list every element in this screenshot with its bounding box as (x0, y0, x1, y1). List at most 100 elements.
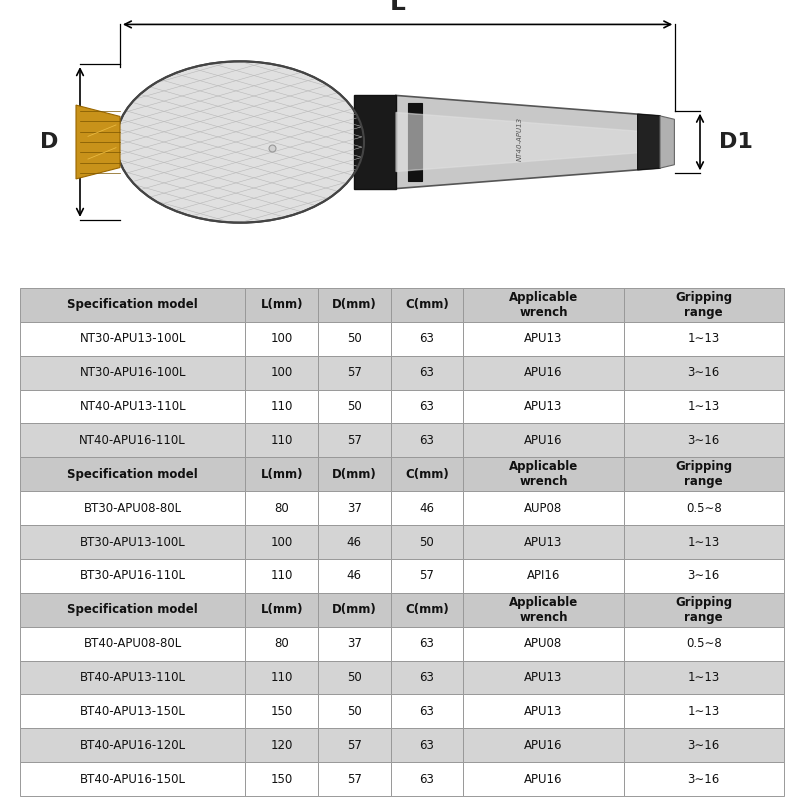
Text: 0.5∼8: 0.5∼8 (686, 637, 722, 650)
Text: 110: 110 (270, 400, 293, 413)
Bar (20, 694, 246, 728)
Text: 50: 50 (347, 671, 362, 684)
Bar (20, 356, 246, 390)
Text: C(mm): C(mm) (405, 468, 449, 481)
Bar (20, 322, 246, 356)
Text: 110: 110 (270, 434, 293, 447)
Text: 63: 63 (419, 773, 434, 786)
Text: 50: 50 (347, 400, 362, 413)
Bar (463, 423, 623, 458)
Text: APU13: APU13 (524, 671, 562, 684)
Bar (623, 626, 784, 661)
Text: BT40-APU16-150L: BT40-APU16-150L (80, 773, 186, 786)
Text: 57: 57 (347, 434, 362, 447)
Text: 46: 46 (419, 502, 434, 514)
Polygon shape (638, 114, 660, 170)
Text: 63: 63 (419, 738, 434, 752)
Text: 110: 110 (270, 671, 293, 684)
Text: APU16: APU16 (524, 773, 562, 786)
Text: 0.5∼8: 0.5∼8 (686, 502, 722, 514)
Bar (246, 593, 318, 626)
Text: 37: 37 (347, 502, 362, 514)
Bar (463, 322, 623, 356)
Text: 1∼13: 1∼13 (688, 671, 720, 684)
Text: 3∼16: 3∼16 (688, 773, 720, 786)
Polygon shape (660, 116, 674, 168)
Text: 1∼13: 1∼13 (688, 535, 720, 549)
Text: C(mm): C(mm) (405, 603, 449, 616)
Text: D(mm): D(mm) (332, 468, 377, 481)
Text: L(mm): L(mm) (261, 468, 303, 481)
Text: 150: 150 (270, 773, 293, 786)
Bar (390, 559, 463, 593)
Text: APU16: APU16 (524, 434, 562, 447)
Text: 120: 120 (270, 738, 293, 752)
Text: Applicable
wrench: Applicable wrench (509, 291, 578, 319)
Bar (463, 288, 623, 322)
Bar (246, 661, 318, 694)
Bar (20, 593, 246, 626)
Text: Gripping
range: Gripping range (675, 460, 732, 488)
Bar (20, 559, 246, 593)
Bar (318, 694, 390, 728)
Text: C(mm): C(mm) (405, 298, 449, 311)
Text: 100: 100 (270, 366, 293, 379)
Bar (390, 423, 463, 458)
Text: 63: 63 (419, 705, 434, 718)
Text: D: D (41, 132, 58, 152)
Bar (318, 762, 390, 796)
Text: Specification model: Specification model (67, 298, 198, 311)
Text: 150: 150 (270, 705, 293, 718)
Text: 37: 37 (347, 637, 362, 650)
Text: BT40-APU13-150L: BT40-APU13-150L (80, 705, 186, 718)
Text: APU13: APU13 (524, 705, 562, 718)
Text: 63: 63 (419, 637, 434, 650)
Text: Gripping
range: Gripping range (675, 291, 732, 319)
Bar (246, 288, 318, 322)
Text: Gripping
range: Gripping range (675, 596, 732, 624)
Text: 50: 50 (419, 535, 434, 549)
Bar (246, 356, 318, 390)
Bar (463, 728, 623, 762)
Bar (246, 762, 318, 796)
Text: BT30-APU16-110L: BT30-APU16-110L (80, 570, 186, 582)
Bar (318, 491, 390, 525)
Bar (623, 762, 784, 796)
Bar (623, 458, 784, 491)
Bar (390, 728, 463, 762)
Text: APU13: APU13 (524, 332, 562, 346)
Text: 1∼13: 1∼13 (688, 332, 720, 346)
Text: 3∼16: 3∼16 (688, 366, 720, 379)
Bar (623, 491, 784, 525)
Text: D1: D1 (719, 132, 753, 152)
Bar (463, 593, 623, 626)
Bar (463, 525, 623, 559)
Bar (246, 458, 318, 491)
Text: NT30-APU13-100L: NT30-APU13-100L (79, 332, 186, 346)
Bar (623, 525, 784, 559)
Text: 100: 100 (270, 535, 293, 549)
Bar (623, 559, 784, 593)
Text: 63: 63 (419, 332, 434, 346)
Text: L: L (390, 0, 406, 15)
Bar (463, 356, 623, 390)
Text: AUP08: AUP08 (524, 502, 562, 514)
Text: BT30-APU08-80L: BT30-APU08-80L (84, 502, 182, 514)
Bar (318, 322, 390, 356)
Bar (246, 559, 318, 593)
Bar (408, 103, 422, 181)
Bar (246, 491, 318, 525)
Bar (390, 458, 463, 491)
Bar (463, 762, 623, 796)
Bar (390, 322, 463, 356)
Text: NT30-APU16-100L: NT30-APU16-100L (79, 366, 186, 379)
Bar (390, 525, 463, 559)
Text: 80: 80 (274, 502, 289, 514)
Text: 1∼13: 1∼13 (688, 705, 720, 718)
Bar (623, 694, 784, 728)
Bar (20, 525, 246, 559)
Bar (246, 626, 318, 661)
Bar (318, 728, 390, 762)
Bar (463, 559, 623, 593)
Text: 57: 57 (347, 366, 362, 379)
